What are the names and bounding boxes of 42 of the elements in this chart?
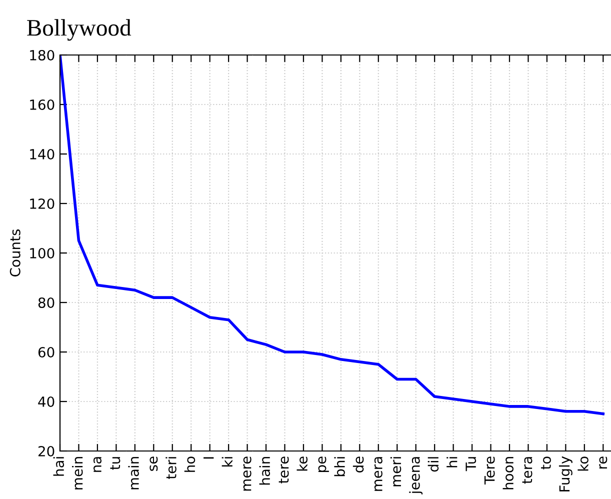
y-tick-label: 120 xyxy=(30,198,54,209)
x-tick-label: mere xyxy=(243,456,252,491)
x-tick-label: tere xyxy=(278,456,289,484)
x-tick-label: Tere xyxy=(484,456,495,485)
x-tick-label: tera xyxy=(522,457,532,484)
x-tick-label: mein xyxy=(72,457,83,490)
line-series xyxy=(60,55,605,416)
x-tick-label: pe xyxy=(318,456,329,472)
y-tick-label: 60 xyxy=(38,346,54,358)
x-tick-label: jeena xyxy=(409,457,423,494)
chart-title: Bollywood xyxy=(27,19,132,41)
x-tick-label: de xyxy=(352,456,364,472)
x-tick-label: hai xyxy=(53,457,64,476)
x-tick-label: ki xyxy=(222,457,232,466)
x-tick-label: hi xyxy=(446,457,458,468)
y-tick-label: 160 xyxy=(30,99,54,110)
x-tick-label: to xyxy=(541,456,551,470)
y-tick-label: 40 xyxy=(38,396,54,407)
y-tick-label: 140 xyxy=(30,148,54,160)
x-tick-label: ko xyxy=(578,456,588,471)
x-tick-label: I xyxy=(204,457,214,459)
y-axis-title: Counts xyxy=(10,229,20,276)
x-tick-label: mera xyxy=(374,457,382,491)
y-tick-label: 180 xyxy=(30,50,54,60)
y-tick-label: 80 xyxy=(38,297,54,308)
x-tick-label: Tu xyxy=(466,457,476,472)
x-tick-label: main xyxy=(128,457,139,490)
x-tick-label: ho xyxy=(184,456,196,472)
x-tick-label: meri xyxy=(390,457,402,486)
y-tick-label: 20 xyxy=(38,446,54,456)
x-tick-label: dil xyxy=(428,457,439,472)
x-tick-label: bhi xyxy=(334,457,345,476)
x-tick-label: ke xyxy=(296,456,308,471)
x-tick-label: hoon xyxy=(502,457,514,490)
x-tick-label: teri xyxy=(166,457,176,480)
x-tick-label: se xyxy=(150,456,158,471)
x-tick-label: hain xyxy=(259,457,270,485)
x-tick-label: re xyxy=(599,456,608,469)
x-tick-label: na xyxy=(94,457,102,472)
x-tick-label: tu xyxy=(110,457,120,470)
y-tick-label: 100 xyxy=(30,248,54,258)
x-tick-label: Fugly xyxy=(558,456,572,492)
